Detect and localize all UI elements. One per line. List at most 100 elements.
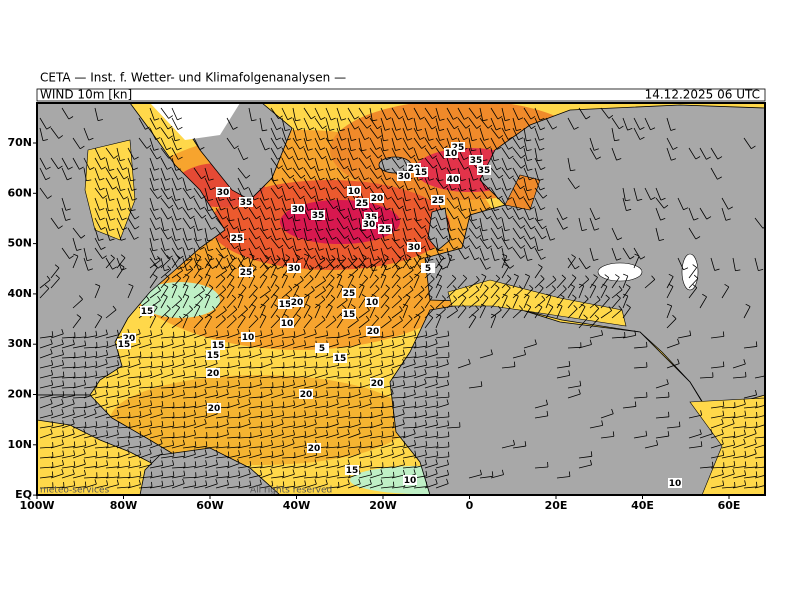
contour-label: 10 — [404, 476, 417, 486]
wind-barb-feather — [96, 382, 97, 387]
contour-label: 15 — [207, 351, 220, 361]
wind-barb-feather — [272, 372, 273, 377]
lat-label: 70N — [7, 136, 32, 149]
contour-label: 20 — [207, 369, 220, 379]
contour-label: 20 — [371, 379, 384, 389]
caspian-sea — [682, 254, 698, 290]
contour-label: 20 — [208, 404, 221, 414]
contour-label: 15 — [279, 300, 292, 310]
contour-label: 10 — [445, 149, 458, 159]
field-label: WIND 10m [kn] — [40, 88, 132, 102]
contour-label: 30 — [288, 264, 301, 274]
wind-barb-feather — [63, 372, 64, 377]
wind-barb-feather — [393, 482, 394, 487]
wind-barb-feather — [283, 402, 284, 407]
contour-label: 25 — [432, 196, 445, 206]
wind-barb-feather — [107, 382, 108, 387]
lat-label: 20N — [7, 388, 32, 401]
wind-barb-feather — [448, 432, 449, 437]
contour-label: 10 — [348, 187, 361, 197]
wind-barb-feather — [404, 432, 405, 437]
contour-label: 30 — [292, 205, 305, 215]
contour-label: 25 — [356, 199, 369, 209]
contour-label: 35 — [470, 156, 483, 166]
contour-label: 25 — [343, 289, 356, 299]
lon-label: 100W — [19, 499, 54, 512]
lon-label: 60E — [718, 499, 741, 512]
wind-barb-feather — [129, 432, 130, 437]
contour-label: 10 — [366, 298, 379, 308]
wind-barb-feather — [679, 422, 680, 427]
contour-label: 35 — [312, 211, 325, 221]
contour-label: 20 — [300, 390, 313, 400]
wind-barb-feather — [426, 482, 427, 487]
contour-label: 30 — [363, 220, 376, 230]
contour-label: 40 — [447, 175, 460, 185]
lat-label: 60N — [7, 186, 32, 199]
contour-label: 15 — [118, 340, 131, 350]
wind-barb-feather — [766, 480, 767, 485]
contour-label: 15 — [334, 354, 347, 364]
wind-barb-feather — [766, 470, 767, 475]
wind-barb-feather — [294, 412, 295, 417]
lon-label: 40E — [631, 499, 654, 512]
wind-barb-feather — [766, 400, 767, 405]
wind-barb-feather — [723, 362, 724, 367]
contour-label: 35 — [478, 166, 491, 176]
contour-label: 20 — [367, 327, 380, 337]
contour-label: 10 — [281, 319, 294, 329]
wind-barb-feather — [118, 462, 119, 467]
lon-label: 40W — [283, 499, 310, 512]
contour-label: 10 — [669, 479, 682, 489]
contour-label: 30 — [408, 243, 421, 253]
lat-label: 50N — [7, 237, 32, 250]
map-area: 2510353520301540102025253035303535302525… — [37, 100, 768, 496]
lat-label: 40N — [7, 287, 32, 300]
wind-barb-feather — [382, 332, 383, 337]
wind-barb-feather — [514, 362, 515, 367]
lon-label: 20E — [545, 499, 568, 512]
contour-label: 15 — [343, 310, 356, 320]
wind-barb-feather — [184, 432, 185, 437]
wind-barb-feather — [766, 439, 767, 444]
lon-label: 80W — [110, 499, 137, 512]
wind-barb-feather — [140, 352, 141, 357]
wind-barb-feather — [393, 412, 394, 417]
contour-label: 30 — [398, 172, 411, 182]
wind-barb-feather — [767, 452, 768, 457]
valid-time: 14.12.2025 06 UTC — [645, 88, 760, 102]
contour-label: 20 — [291, 298, 304, 308]
wind-barb-feather — [767, 371, 768, 376]
contour-label: 25 — [231, 234, 244, 244]
wind-barb-feather — [360, 442, 361, 447]
contour-label: 15 — [415, 168, 428, 178]
wind-barb-feather — [294, 362, 295, 367]
map-title: CETA — Inst. f. Wetter- und Klimafolgena… — [40, 71, 346, 85]
lon-label: 20W — [369, 499, 396, 512]
lat-label: 10N — [7, 438, 32, 451]
wind-barb-feather — [261, 422, 262, 427]
wind-barb-feather — [261, 442, 262, 447]
contour-label: 25 — [240, 268, 253, 278]
wind-barb-feather — [239, 352, 240, 357]
contour-label: 25 — [379, 225, 392, 235]
contour-label: 30 — [217, 188, 230, 198]
wind-barb-feather — [217, 422, 218, 427]
wind-barb-feather — [250, 362, 251, 367]
wind-barb-feather — [140, 372, 141, 377]
lon-label: 60W — [196, 499, 223, 512]
contour-label: 20 — [371, 194, 384, 204]
lon-label: 0 — [466, 499, 474, 512]
contour-label: 5 — [425, 264, 431, 274]
wind-barb-feather — [745, 422, 746, 427]
contour-label: 20 — [308, 444, 321, 454]
wind-barb-feather — [338, 452, 339, 457]
wind-barb-feather — [228, 472, 229, 477]
wind-barb-feather — [151, 472, 152, 477]
wind-barb-feather — [766, 410, 767, 415]
lat-label: 30N — [7, 337, 32, 350]
contour-label: 15 — [141, 307, 154, 317]
contour-label: 5 — [319, 344, 325, 354]
wind-barb-feather — [195, 382, 196, 387]
